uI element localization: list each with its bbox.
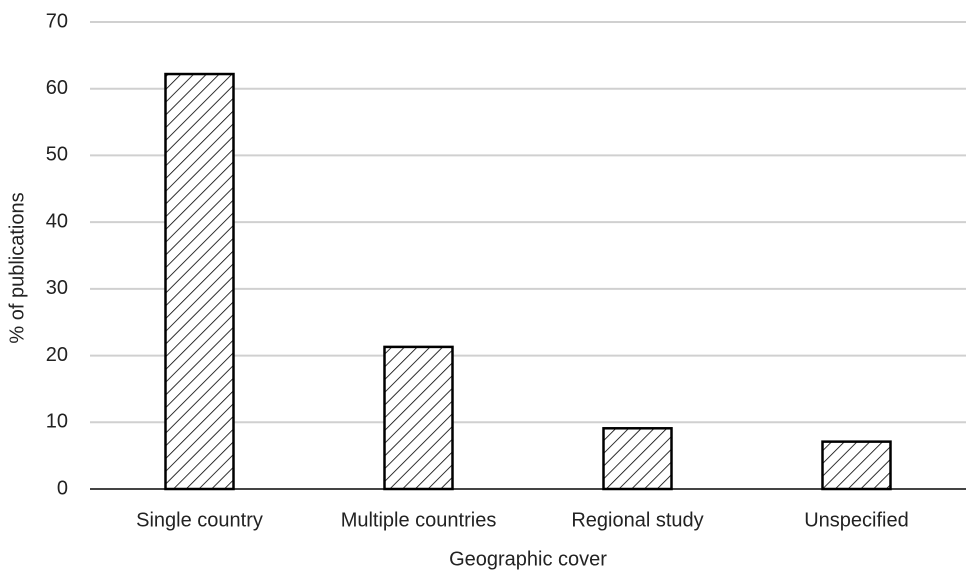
y-tick-label: 30 [46, 277, 68, 299]
x-tick-label: Multiple countries [341, 509, 497, 531]
y-tick-label: 10 [46, 411, 68, 433]
y-tick-label: 40 [46, 210, 68, 232]
bar [383, 345, 454, 491]
y-tick-label: 0 [57, 477, 68, 499]
y-axis-title: % of publications [6, 192, 28, 343]
x-tick-label: Single country [136, 509, 263, 531]
y-tick-label: 60 [46, 77, 68, 99]
x-axis-title: Geographic cover [449, 548, 607, 570]
x-tick-label: Regional study [571, 509, 703, 531]
bar [602, 427, 673, 491]
y-tick-label: 70 [46, 10, 68, 32]
bar [821, 440, 892, 491]
bar [164, 72, 235, 491]
y-tick-label: 50 [46, 144, 68, 166]
x-tick-label: Unspecified [804, 509, 909, 531]
y-tick-label: 20 [46, 344, 68, 366]
